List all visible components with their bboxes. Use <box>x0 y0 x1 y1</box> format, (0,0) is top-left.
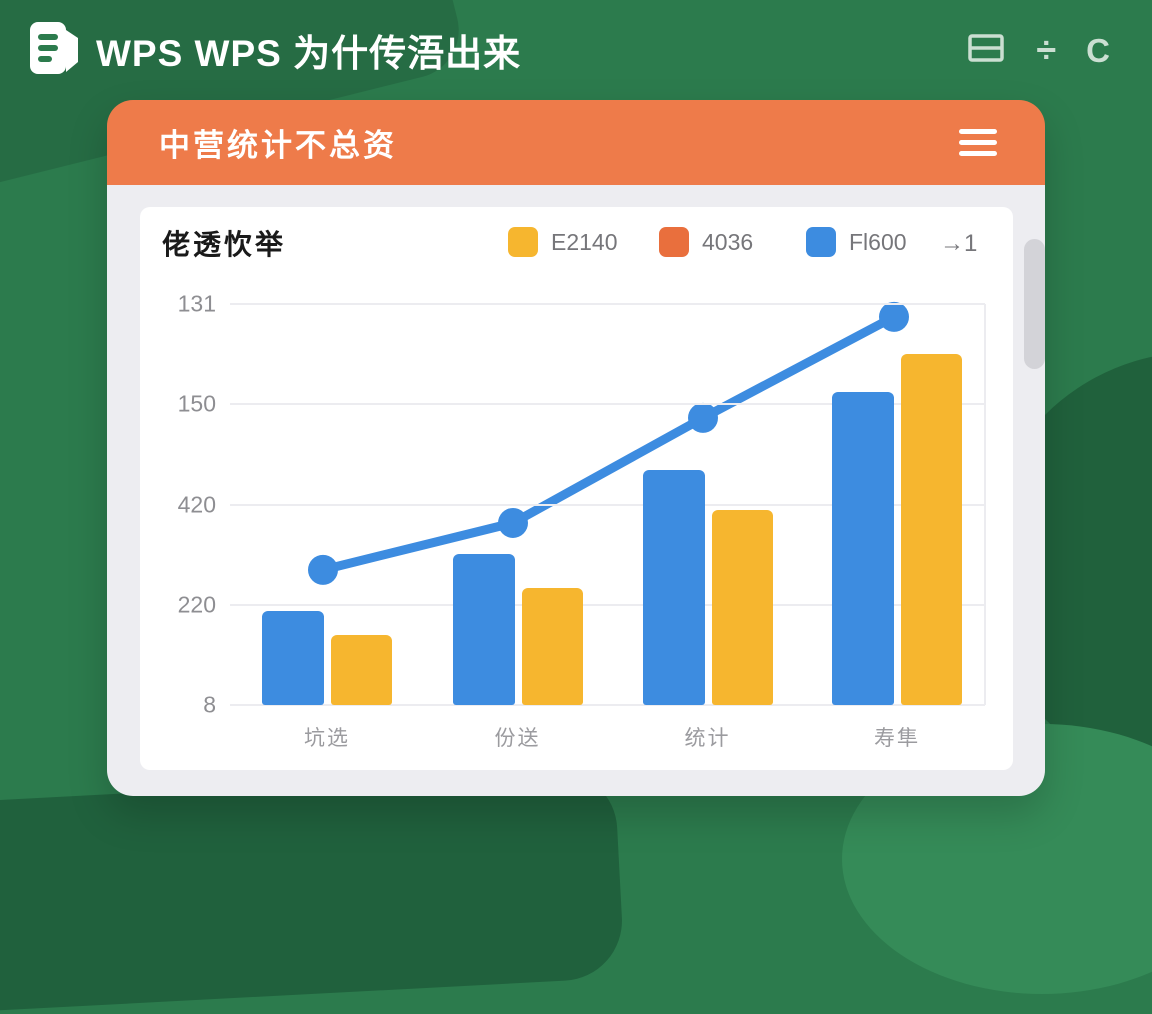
plot-area <box>230 301 986 706</box>
line-point-2 <box>688 402 718 433</box>
card-header: 中营统计不总资 <box>107 100 1045 185</box>
bar-fl600-1 <box>452 553 515 705</box>
trend-line-svg <box>308 301 909 585</box>
hamburger-menu-icon[interactable] <box>959 129 997 156</box>
legend-label: Fl600 <box>849 228 907 255</box>
card-body: 佬透忺举 →1 E2140 4036 Fl600 131 150 420 220 8 坑选 份… <box>107 185 1045 796</box>
y-axis-tick: 150 <box>177 390 216 417</box>
divide-icon[interactable]: ÷ <box>1036 29 1057 70</box>
y-axis-tick: 420 <box>177 491 216 517</box>
chart-title: 佬透忺举 <box>162 229 287 260</box>
line-point-3 <box>879 301 909 332</box>
legend-overflow-indicator[interactable]: →1 <box>940 230 978 257</box>
bar-fl600-0 <box>262 611 324 705</box>
bar-e2140-0 <box>331 634 392 705</box>
legend-item-4036[interactable]: 4036 <box>659 227 753 257</box>
bar-e2140-3 <box>901 354 962 705</box>
legend-swatch <box>508 227 538 257</box>
bar-e2140-1 <box>521 587 583 705</box>
top-bar: WPS WPS 为什传浯出来 ÷ C <box>0 0 1152 100</box>
chart-panel: 佬透忺举 →1 E2140 4036 Fl600 131 150 420 220 8 坑选 份… <box>140 207 1013 770</box>
gridline <box>230 503 985 506</box>
y-axis-tick: 131 <box>177 290 216 317</box>
gridline <box>230 603 985 606</box>
stats-card-window: 中营统计不总资 佬透忺举 →1 E2140 4036 Fl600 131 150 420… <box>107 100 1045 796</box>
chart-legend: →1 E2140 4036 Fl600 <box>140 227 1013 259</box>
legend-item-fl600[interactable]: Fl600 <box>806 227 907 257</box>
topbar-icon-group: ÷ C <box>966 32 1110 69</box>
x-axis-label: 寿隼 <box>874 727 920 750</box>
gridline <box>230 303 985 305</box>
app-title: WPS WPS 为什传浯出来 <box>96 33 522 74</box>
legend-label: E2140 <box>551 228 618 255</box>
y-axis-tick: 220 <box>177 591 216 618</box>
gridline <box>230 704 985 706</box>
plot-right-border <box>984 304 986 705</box>
legend-swatch <box>806 227 836 257</box>
background-shape-bottom-left <box>0 767 626 1014</box>
bar-fl600-2 <box>642 470 705 705</box>
legend-swatch <box>659 227 689 257</box>
card-header-title: 中营统计不总资 <box>159 128 397 163</box>
wps-document-logo-icon <box>26 18 82 83</box>
x-axis-label: 统计 <box>684 727 731 750</box>
trend-line <box>318 312 899 575</box>
line-point-0 <box>308 554 338 585</box>
window-layout-icon[interactable] <box>966 32 1006 69</box>
line-point-1 <box>498 507 528 538</box>
legend-label: 4036 <box>702 228 754 255</box>
legend-item-e2140[interactable]: E2140 <box>508 227 618 257</box>
x-axis-labels: 坑选 份送 统计 寿隼 <box>230 722 985 752</box>
gridline <box>230 403 985 406</box>
x-axis-label: 份送 <box>494 727 541 750</box>
y-axis-labels: 131 150 420 220 8 <box>150 291 216 718</box>
bar-e2140-2 <box>711 510 773 705</box>
x-axis-label: 坑选 <box>304 727 350 750</box>
bar-fl600-3 <box>832 391 894 705</box>
y-axis-tick: 8 <box>203 691 216 718</box>
scrollbar-thumb[interactable] <box>1024 239 1045 369</box>
c-refresh-icon[interactable]: C <box>1086 31 1110 69</box>
